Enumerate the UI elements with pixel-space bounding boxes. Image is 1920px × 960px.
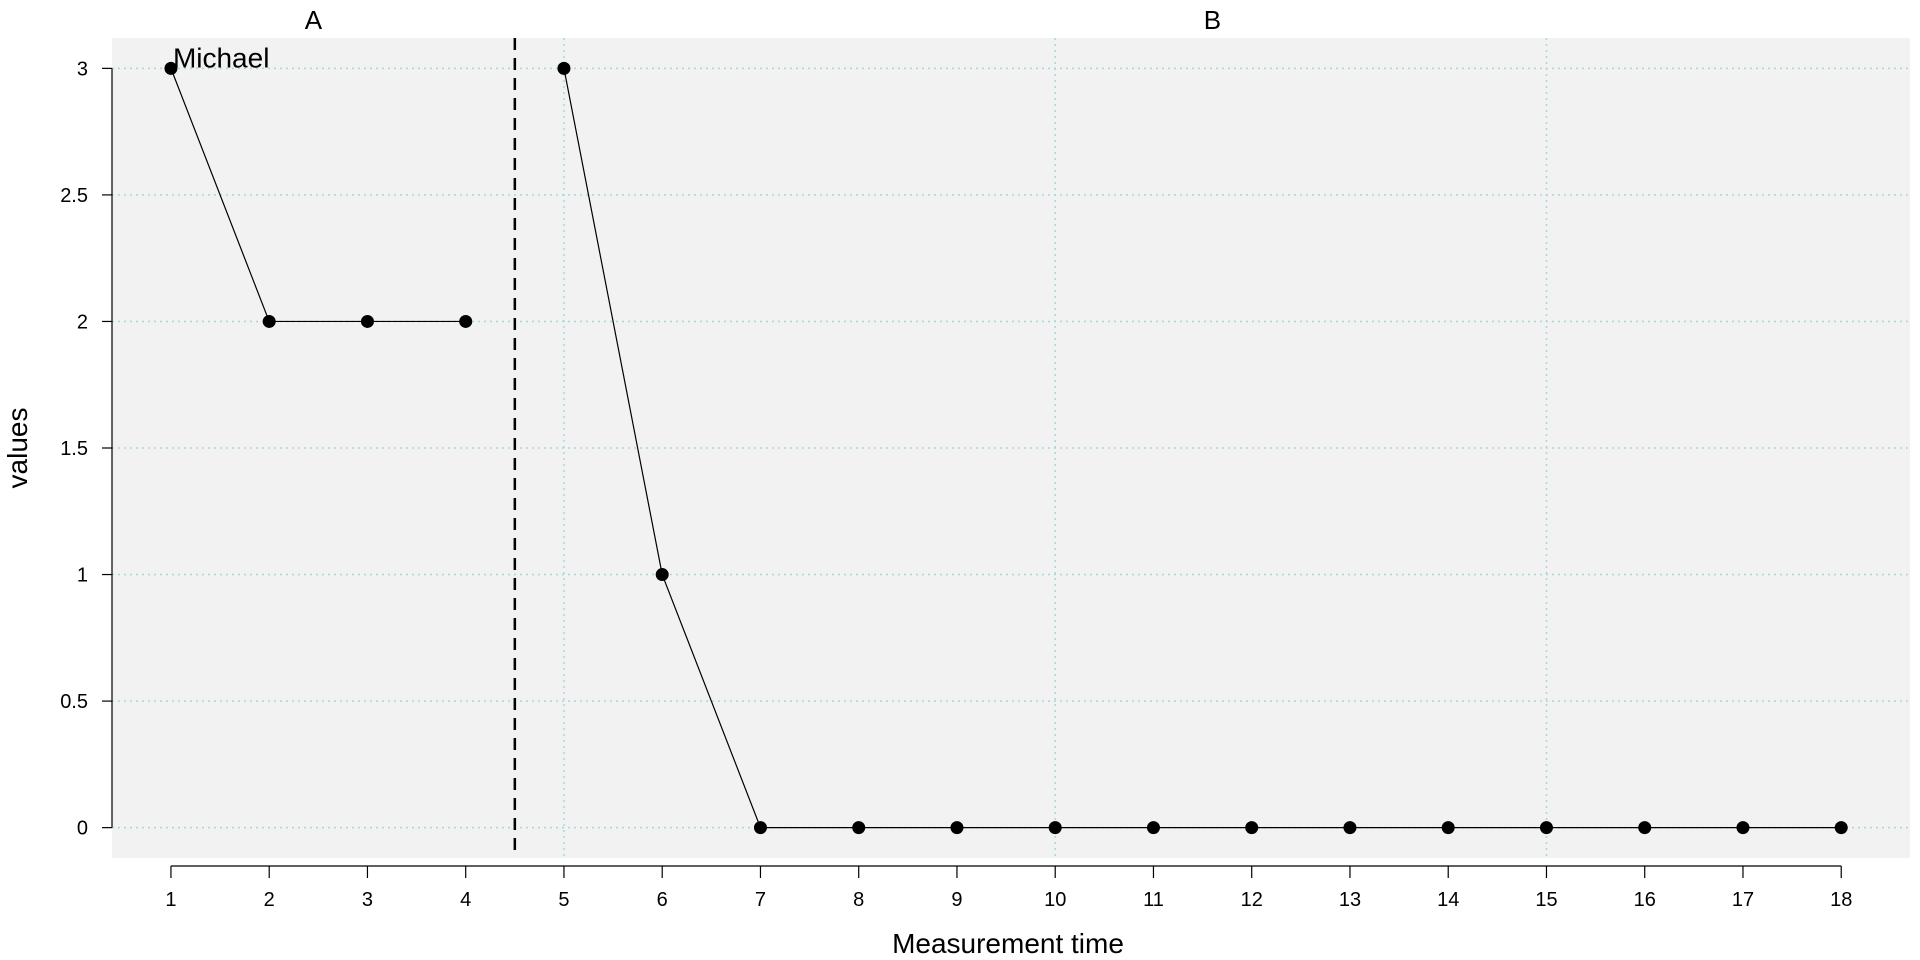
x-tick-label: 6 — [657, 889, 668, 911]
x-tick-label: 9 — [951, 889, 962, 911]
y-tick-label: 1.5 — [60, 438, 88, 460]
data-point — [1539, 821, 1553, 835]
labels: Measurement time values A B Michael — [2, 5, 1221, 959]
x-tick-label: 16 — [1634, 889, 1656, 911]
data-point — [557, 61, 571, 75]
x-tick-label: 1 — [165, 889, 176, 911]
y-tick-label: 0.5 — [60, 691, 88, 713]
data-point — [1146, 821, 1160, 835]
data-point — [1245, 821, 1259, 835]
data-point — [950, 821, 964, 835]
y-tick-label: 0 — [77, 818, 88, 840]
x-axis-title: Measurement time — [892, 928, 1124, 959]
axes: 00.511.522.531 2 3 4 5 6 7 8 9 10 11 12 13 14 15 16 17 18 — [60, 58, 1852, 911]
x-tick-label: 2 — [264, 889, 275, 911]
data-point — [164, 61, 178, 75]
x-tick-label: 14 — [1437, 889, 1459, 911]
plot-panel — [112, 38, 1910, 858]
x-tick-label: 5 — [558, 889, 569, 911]
phase-label-B: B — [1204, 5, 1221, 35]
x-tick-label: 17 — [1732, 889, 1754, 911]
data-point — [262, 314, 276, 328]
x-tick-label: 15 — [1535, 889, 1557, 911]
data-series — [164, 61, 1848, 835]
y-axis-title: values — [2, 408, 33, 489]
data-point — [1834, 821, 1848, 835]
data-point — [1048, 821, 1062, 835]
data-point — [852, 821, 866, 835]
x-tick-label: 12 — [1241, 889, 1263, 911]
data-point — [1441, 821, 1455, 835]
x-tick-label: 3 — [362, 889, 373, 911]
series-line-phase-B — [563, 68, 1842, 829]
x-tick-label: 10 — [1044, 889, 1066, 911]
x-tick-label: 18 — [1830, 889, 1852, 911]
data-point — [1638, 821, 1652, 835]
y-tick-label: 2 — [77, 311, 88, 333]
x-tick-label: 11 — [1143, 889, 1164, 911]
data-point — [1736, 821, 1750, 835]
data-point — [360, 314, 374, 328]
data-point — [753, 821, 767, 835]
y-tick-label: 3 — [77, 58, 88, 80]
data-point — [655, 568, 669, 582]
x-tick-label: 4 — [460, 889, 471, 911]
y-tick-label: 1 — [77, 565, 88, 587]
series-line-phase-A — [170, 68, 466, 323]
y-tick-label: 2.5 — [60, 185, 88, 207]
x-tick-label: 7 — [755, 889, 766, 911]
data-point — [1343, 821, 1357, 835]
case-label: Michael — [173, 42, 269, 73]
data-point — [459, 314, 473, 328]
x-tick-label: 13 — [1339, 889, 1361, 911]
grid — [112, 38, 1910, 858]
x-tick-label: 8 — [853, 889, 864, 911]
phase-label-A: A — [305, 5, 323, 35]
